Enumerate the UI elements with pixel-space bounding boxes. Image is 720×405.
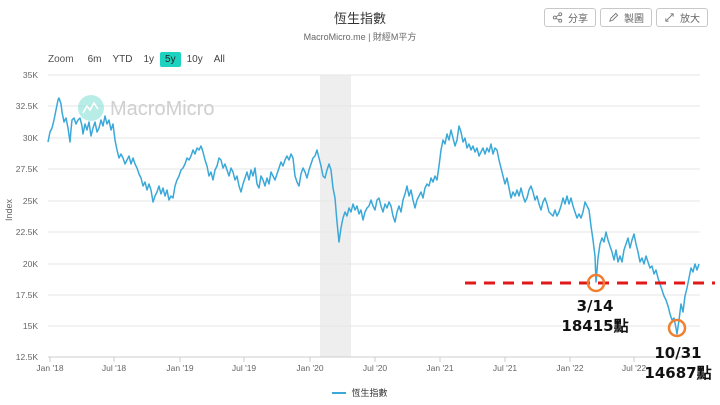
chart-title: 恆生指數 [333,11,386,26]
range-all-button[interactable]: All [213,54,225,65]
annotation-value: 18415點 [561,317,629,335]
range-6m-button[interactable]: 6m [87,54,102,65]
x-tick-label: Jul '19 [231,363,257,373]
expand-label: 放大 [680,14,700,25]
draw-chart-button[interactable]: 製圖 [600,8,652,27]
y-tick-label: 17.5K [15,290,38,300]
annotation-circle-3-14 [586,273,606,293]
x-tick-label: Jan '20 [296,363,324,373]
x-tick-label: Jan '21 [426,363,454,373]
zoom-label: Zoom [48,54,74,65]
share-label: 分享 [568,14,588,25]
legend: 恆生指數 [0,386,720,399]
shaded-region [320,75,351,357]
share-button[interactable]: 分享 [544,8,596,27]
share-icon [552,12,563,23]
y-tick-label: 32.5K [15,101,38,111]
annotation-label-10-31: 10/31 14687點 [638,343,718,383]
annotation-date: 10/31 [654,344,702,362]
annotation-value: 14687點 [644,364,712,382]
range-ytd-button[interactable]: YTD [112,54,133,65]
watermark-text: MacroMicro [110,98,214,120]
y-tick-label: 22.5K [15,227,38,237]
chart-subtitle: MacroMicro.me | 財經M平方 [303,32,417,42]
annotation-date: 3/14 [576,297,614,315]
pencil-icon [609,12,619,22]
y-tick-label: 35K [22,70,38,80]
y-tick-label: 12.5K [15,352,38,362]
x-tick-label: Jul '21 [492,363,518,373]
legend-item-hsi[interactable]: 恆生指數 [351,388,388,398]
chart-toolbar: 分享 製圖 放大 [544,8,708,27]
y-tick-label: 15K [22,321,38,331]
gridlines [48,74,700,327]
y-tick-label: 30K [22,133,38,143]
x-tick-label: Jan '19 [166,363,194,373]
y-tick-label: 27.5K [15,164,38,174]
range-5y-button[interactable]: 5y [160,52,181,67]
range-10y-button[interactable]: 10y [186,54,203,65]
draw-label: 製圖 [624,14,644,25]
annotation-label-3-14: 3/14 18415點 [555,296,635,336]
x-tick-label: Jan '22 [556,363,584,373]
x-tick-label: Jul '18 [101,363,127,373]
expand-icon [665,13,674,22]
legend-swatch [332,391,347,394]
annotation-circle-10-31 [667,318,687,338]
x-tick-label: Jul '20 [362,363,388,373]
y-tick-label: 20K [22,259,38,269]
hsi-series-line [47,97,700,335]
x-tick-label: Jul '22 [621,363,647,373]
range-1y-button[interactable]: 1y [143,54,155,65]
macromicro-logo-icon [78,95,104,121]
range-selector: Zoom 6m YTD 1y 5y 10y All [48,52,231,67]
x-ticks [49,357,635,362]
x-tick-label: Jan '18 [36,363,64,373]
expand-button[interactable]: 放大 [656,8,708,27]
y-tick-label: 25K [22,196,38,206]
